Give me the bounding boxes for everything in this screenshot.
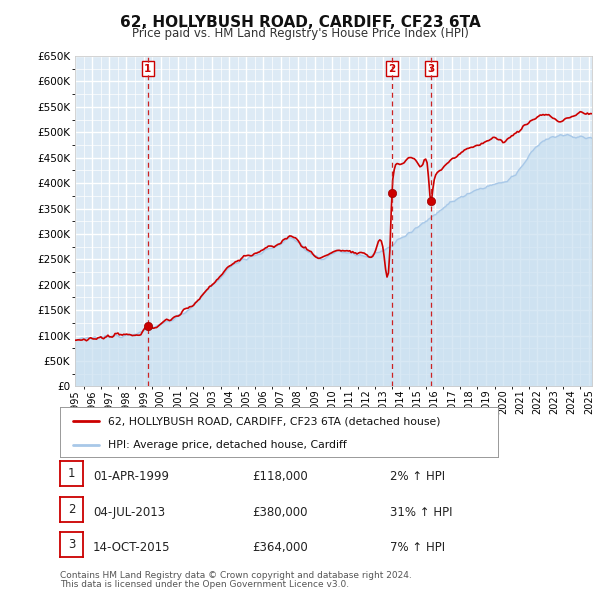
Text: 7% ↑ HPI: 7% ↑ HPI <box>390 541 445 554</box>
Text: 1: 1 <box>68 467 75 480</box>
Text: 62, HOLLYBUSH ROAD, CARDIFF, CF23 6TA: 62, HOLLYBUSH ROAD, CARDIFF, CF23 6TA <box>119 15 481 30</box>
Text: Price paid vs. HM Land Registry's House Price Index (HPI): Price paid vs. HM Land Registry's House … <box>131 27 469 40</box>
Text: £118,000: £118,000 <box>252 470 308 483</box>
Text: £364,000: £364,000 <box>252 541 308 554</box>
Text: 2: 2 <box>388 64 395 74</box>
Text: 01-APR-1999: 01-APR-1999 <box>93 470 169 483</box>
Text: 2: 2 <box>68 503 75 516</box>
Text: This data is licensed under the Open Government Licence v3.0.: This data is licensed under the Open Gov… <box>60 579 349 589</box>
Text: 14-OCT-2015: 14-OCT-2015 <box>93 541 170 554</box>
Text: Contains HM Land Registry data © Crown copyright and database right 2024.: Contains HM Land Registry data © Crown c… <box>60 571 412 580</box>
Text: 3: 3 <box>68 538 75 551</box>
Text: 1: 1 <box>144 64 151 74</box>
Text: HPI: Average price, detached house, Cardiff: HPI: Average price, detached house, Card… <box>108 440 347 450</box>
Text: 3: 3 <box>427 64 434 74</box>
Text: 31% ↑ HPI: 31% ↑ HPI <box>390 506 452 519</box>
Text: 62, HOLLYBUSH ROAD, CARDIFF, CF23 6TA (detached house): 62, HOLLYBUSH ROAD, CARDIFF, CF23 6TA (d… <box>108 416 440 426</box>
Text: 2% ↑ HPI: 2% ↑ HPI <box>390 470 445 483</box>
Text: 04-JUL-2013: 04-JUL-2013 <box>93 506 165 519</box>
Text: £380,000: £380,000 <box>252 506 308 519</box>
